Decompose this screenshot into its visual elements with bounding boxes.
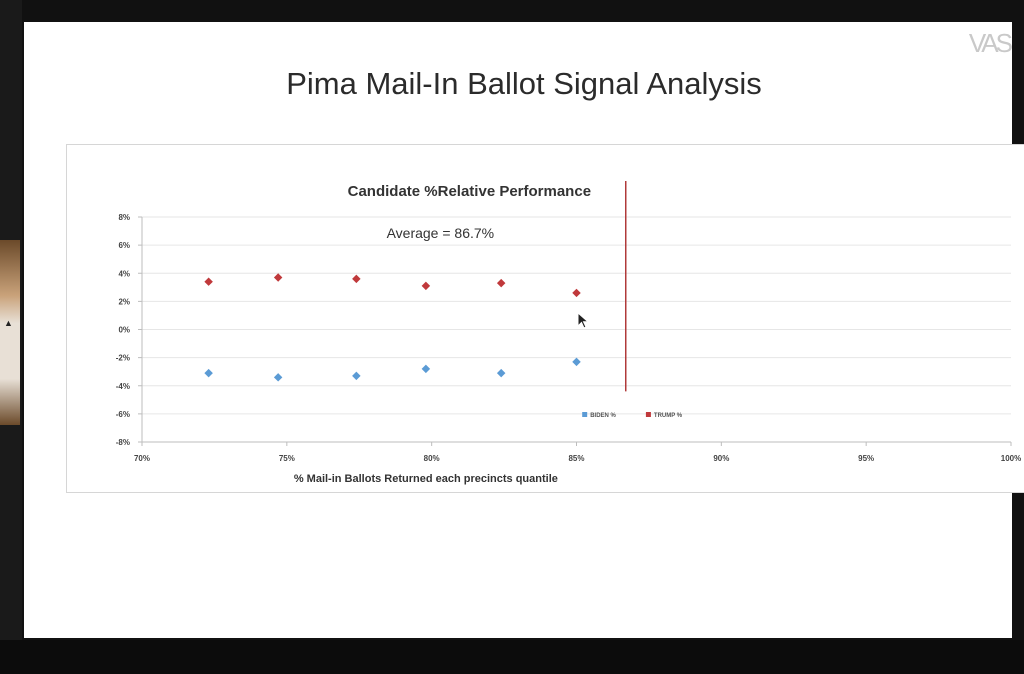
trump-data-point bbox=[572, 288, 581, 298]
x-tick-label: 75% bbox=[279, 454, 295, 463]
scatter-chart: 8% 6% 4% 2% 0% -2% -4% -6% -8% 70% 75% 80% 85% 90% 95%… bbox=[116, 181, 1021, 485]
y-tick-label: 4% bbox=[118, 269, 130, 278]
legend-marker-biden bbox=[582, 412, 588, 417]
company-logo: VAS bbox=[968, 28, 1013, 58]
trump-data-point bbox=[204, 277, 213, 286]
x-tick-label: 80% bbox=[424, 454, 440, 463]
slide-title: Pima Mail-In Ballot Signal Analysis bbox=[286, 66, 762, 101]
y-tick-label: 2% bbox=[118, 297, 130, 306]
biden-data-point bbox=[572, 357, 581, 367]
x-tick-label: 90% bbox=[713, 454, 729, 463]
trump-data-point bbox=[273, 273, 283, 282]
average-annotation: Average = 86.7% bbox=[387, 225, 495, 241]
trump-data-point bbox=[421, 281, 431, 291]
x-axis-label: % Mail-in Ballots Returned each precinct… bbox=[294, 473, 558, 485]
biden-data-point bbox=[496, 368, 506, 378]
legend-label-biden: BIDEN % bbox=[590, 413, 616, 419]
biden-data-point bbox=[421, 364, 431, 374]
y-tick-label: -6% bbox=[116, 410, 130, 419]
biden-data-point bbox=[204, 368, 213, 378]
y-tick-label: 6% bbox=[118, 241, 130, 250]
trump-data-point bbox=[352, 274, 361, 284]
y-tick-label: -2% bbox=[116, 354, 130, 363]
x-tick-label: 95% bbox=[858, 454, 874, 463]
y-tick-label: -8% bbox=[116, 438, 130, 447]
x-tick-label: 100% bbox=[1001, 454, 1021, 463]
y-tick-label: -4% bbox=[116, 382, 130, 391]
taskbar bbox=[0, 640, 1024, 674]
chart-container: 8% 6% 4% 2% 0% -2% -4% -6% -8% 70% 75% 80% 85% 90% 95%… bbox=[66, 144, 1024, 493]
biden-data-point bbox=[273, 373, 283, 382]
y-tick-label: 0% bbox=[118, 326, 130, 335]
mouse-pointer-icon bbox=[577, 312, 590, 329]
biden-data-point bbox=[352, 371, 361, 381]
x-tick-label: 85% bbox=[568, 454, 584, 463]
video-thumbnail: ▲ bbox=[0, 240, 20, 425]
x-tick-label: 70% bbox=[134, 454, 150, 463]
presentation-slide: VAS Pima Mail-In Ballot Signal Analysis … bbox=[24, 22, 1024, 638]
legend-marker-trump bbox=[645, 412, 651, 417]
chart-title: Candidate %Relative Performance bbox=[348, 183, 591, 200]
legend-label-trump: TRUMP % bbox=[654, 413, 683, 419]
y-tick-label: 8% bbox=[118, 213, 130, 222]
trump-data-point bbox=[496, 278, 506, 288]
